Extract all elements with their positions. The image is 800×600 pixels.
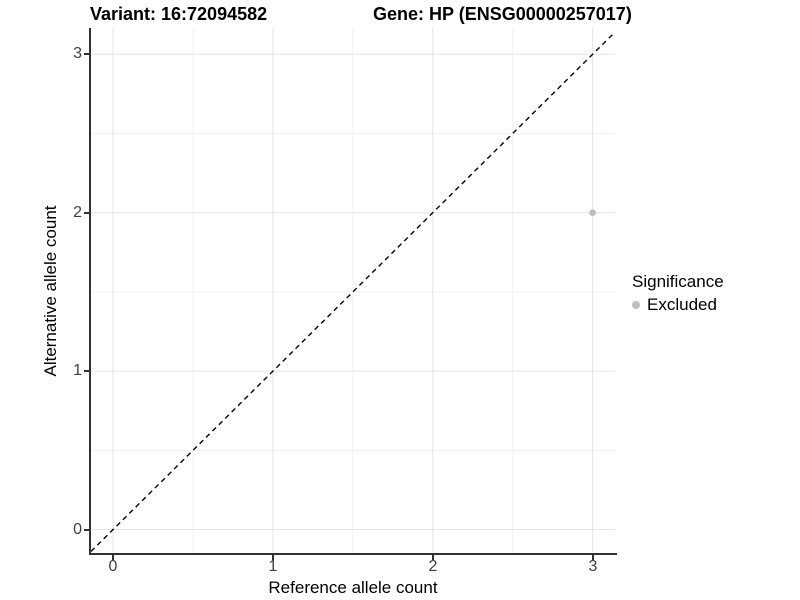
y-tick-label: 2: [73, 204, 82, 221]
plot-area-svg: [91, 28, 615, 553]
identity-line: [91, 31, 615, 552]
x-tick-mark: [432, 555, 434, 560]
excluded-point-icon: [632, 301, 640, 309]
x-tick-label: 0: [108, 558, 118, 575]
legend-item-label: Excluded: [647, 295, 717, 314]
x-axis-line: [89, 553, 617, 555]
legend: Significance Excluded: [632, 272, 724, 315]
plot-panel: [91, 28, 615, 553]
x-axis-title: Reference allele count: [268, 578, 438, 597]
x-tick-mark: [112, 555, 114, 560]
gene-title: Gene: HP (ENSG00000257017): [373, 4, 632, 24]
y-tick-label: 0: [73, 521, 82, 538]
variant-title: Variant: 16:72094582: [90, 4, 268, 24]
x-tick-label: 1: [268, 558, 278, 575]
y-tick-mark: [84, 529, 89, 531]
y-tick-mark: [84, 212, 89, 214]
x-tick-mark: [272, 555, 274, 560]
x-tick-mark: [592, 555, 594, 560]
y-axis-line: [89, 28, 91, 555]
y-tick-mark: [84, 370, 89, 372]
legend-title: Significance: [632, 272, 724, 291]
legend-item-excluded: Excluded: [632, 295, 724, 315]
y-tick-mark: [84, 53, 89, 55]
y-axis-title-text: Alternative allele count: [41, 205, 60, 377]
y-tick-label: 3: [73, 45, 82, 62]
x-tick-label: 2: [428, 558, 438, 575]
x-tick-label: 3: [588, 558, 598, 575]
data-point: [589, 209, 596, 217]
y-tick-label: 1: [73, 362, 82, 379]
